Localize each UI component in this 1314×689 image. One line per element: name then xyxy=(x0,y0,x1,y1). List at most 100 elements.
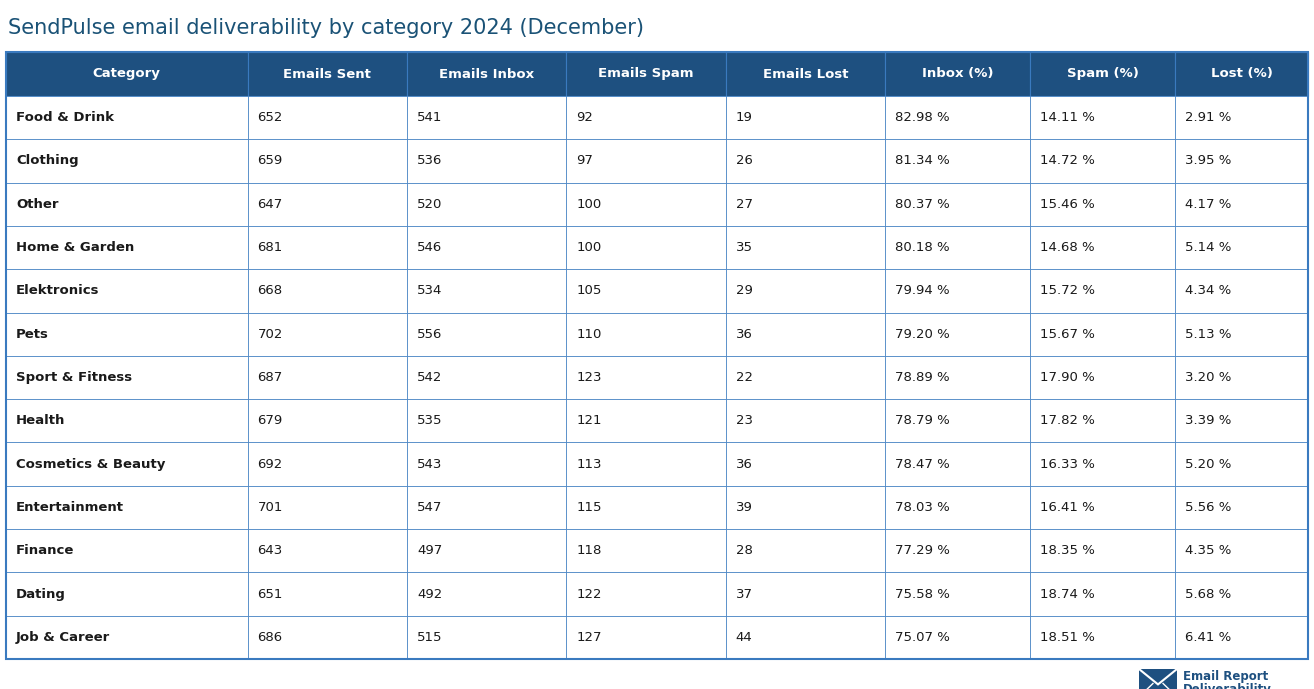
Bar xyxy=(407,356,566,399)
Bar xyxy=(886,183,1030,226)
Text: 6.41 %: 6.41 % xyxy=(1185,631,1231,644)
Bar xyxy=(886,442,1030,486)
Bar xyxy=(725,313,886,356)
Bar xyxy=(247,269,407,313)
Text: SendPulse email deliverability by category 2024 (December): SendPulse email deliverability by catego… xyxy=(8,18,644,38)
Bar xyxy=(247,96,407,139)
Text: 81.34 %: 81.34 % xyxy=(895,154,950,167)
Bar xyxy=(1175,442,1307,486)
Text: 82.98 %: 82.98 % xyxy=(895,111,950,124)
Bar xyxy=(247,486,407,529)
Text: 18.74 %: 18.74 % xyxy=(1041,588,1095,601)
Text: 4.34 %: 4.34 % xyxy=(1185,285,1231,298)
Bar xyxy=(886,529,1030,573)
Bar xyxy=(247,573,407,616)
Text: Emails Lost: Emails Lost xyxy=(763,68,849,81)
Bar xyxy=(886,226,1030,269)
Text: 110: 110 xyxy=(577,328,602,340)
Text: 515: 515 xyxy=(417,631,443,644)
Bar xyxy=(725,442,886,486)
Bar xyxy=(886,52,1030,96)
Bar xyxy=(7,356,247,399)
Text: 3.95 %: 3.95 % xyxy=(1185,154,1231,167)
Bar xyxy=(725,269,886,313)
Text: 17.90 %: 17.90 % xyxy=(1041,371,1095,384)
Bar xyxy=(1030,52,1175,96)
Text: 113: 113 xyxy=(577,457,602,471)
Bar xyxy=(7,139,247,183)
Text: Health: Health xyxy=(16,414,66,427)
Bar xyxy=(247,616,407,659)
Text: 80.18 %: 80.18 % xyxy=(895,241,950,254)
Text: 26: 26 xyxy=(736,154,753,167)
Bar xyxy=(566,529,725,573)
Bar xyxy=(886,616,1030,659)
Text: Emails Spam: Emails Spam xyxy=(598,68,694,81)
Bar xyxy=(1175,529,1307,573)
Bar xyxy=(247,442,407,486)
Text: 3.20 %: 3.20 % xyxy=(1185,371,1231,384)
Bar xyxy=(566,399,725,442)
Text: 687: 687 xyxy=(258,371,283,384)
Text: 686: 686 xyxy=(258,631,283,644)
Text: Cosmetics & Beauty: Cosmetics & Beauty xyxy=(16,457,166,471)
Bar xyxy=(1139,669,1177,689)
Text: 123: 123 xyxy=(577,371,602,384)
Bar xyxy=(247,139,407,183)
Bar xyxy=(407,52,566,96)
Text: 5.20 %: 5.20 % xyxy=(1185,457,1231,471)
Text: 78.03 %: 78.03 % xyxy=(895,501,950,514)
Bar xyxy=(7,486,247,529)
Text: Category: Category xyxy=(93,68,160,81)
Bar xyxy=(247,399,407,442)
Bar xyxy=(886,486,1030,529)
Text: 668: 668 xyxy=(258,285,283,298)
Bar xyxy=(407,486,566,529)
Bar xyxy=(725,399,886,442)
Bar xyxy=(407,139,566,183)
Bar xyxy=(566,52,725,96)
Text: 100: 100 xyxy=(577,198,602,211)
Text: 652: 652 xyxy=(258,111,283,124)
Text: 23: 23 xyxy=(736,414,753,427)
Bar xyxy=(407,442,566,486)
Bar xyxy=(7,442,247,486)
Bar xyxy=(1030,313,1175,356)
Text: 534: 534 xyxy=(417,285,443,298)
Bar xyxy=(566,269,725,313)
Text: 5.56 %: 5.56 % xyxy=(1185,501,1231,514)
Bar xyxy=(1175,139,1307,183)
Bar xyxy=(1175,226,1307,269)
Bar xyxy=(407,529,566,573)
Bar xyxy=(1030,183,1175,226)
Text: Lost (%): Lost (%) xyxy=(1210,68,1272,81)
Bar xyxy=(7,573,247,616)
Bar xyxy=(1030,269,1175,313)
Bar xyxy=(7,529,247,573)
Text: Deliverability: Deliverability xyxy=(1183,683,1272,689)
Text: 541: 541 xyxy=(417,111,443,124)
Bar xyxy=(725,356,886,399)
Bar xyxy=(566,96,725,139)
Bar xyxy=(725,183,886,226)
Text: 79.94 %: 79.94 % xyxy=(895,285,950,298)
Bar xyxy=(7,52,1307,659)
Text: 536: 536 xyxy=(417,154,443,167)
Text: 35: 35 xyxy=(736,241,753,254)
Bar xyxy=(1175,313,1307,356)
Bar xyxy=(407,183,566,226)
Text: 556: 556 xyxy=(417,328,443,340)
Text: 15.72 %: 15.72 % xyxy=(1041,285,1095,298)
Bar xyxy=(1030,486,1175,529)
Text: 543: 543 xyxy=(417,457,443,471)
Text: 546: 546 xyxy=(417,241,443,254)
Bar xyxy=(1175,96,1307,139)
Text: 681: 681 xyxy=(258,241,283,254)
Text: 18.35 %: 18.35 % xyxy=(1041,544,1095,557)
Text: 122: 122 xyxy=(577,588,602,601)
Text: 4.35 %: 4.35 % xyxy=(1185,544,1231,557)
Text: 497: 497 xyxy=(417,544,443,557)
Text: 121: 121 xyxy=(577,414,602,427)
Bar xyxy=(566,226,725,269)
Text: 44: 44 xyxy=(736,631,753,644)
